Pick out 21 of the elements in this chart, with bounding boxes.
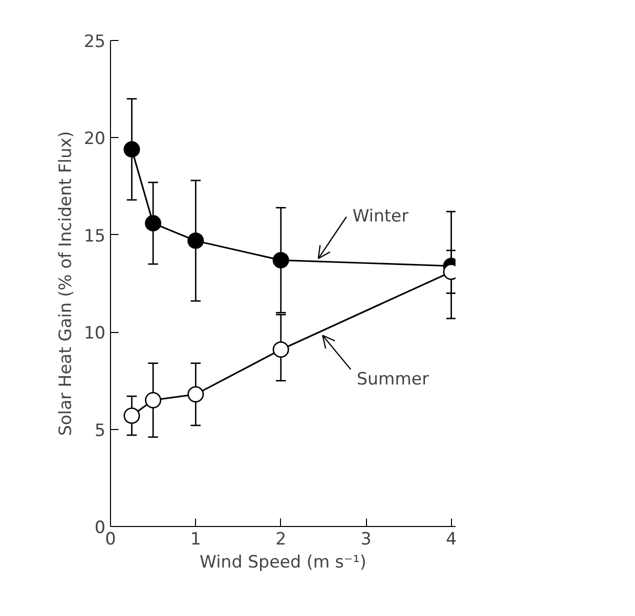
y-tick-label: 20	[84, 129, 106, 150]
y-tick-label: 5	[94, 420, 106, 441]
y-tick-label: 15	[84, 226, 106, 246]
point	[272, 341, 290, 358]
y-tick-label: 25	[84, 32, 106, 52]
text: Summer	[356, 369, 429, 390]
x-tick-label: 2	[275, 530, 286, 550]
point	[144, 215, 162, 232]
point	[272, 252, 290, 268]
point	[144, 392, 162, 408]
x-tick-label: 1	[190, 530, 202, 550]
y-axis-title: Solar Heat Gain (% of Incident Flux)	[56, 131, 76, 436]
y-tick-label: 10	[84, 324, 106, 344]
point	[124, 141, 140, 158]
text: Winter	[352, 206, 409, 227]
point	[187, 232, 204, 249]
point	[124, 408, 140, 424]
x-axis-title: Wind Speed (m s⁻¹)	[200, 552, 366, 572]
point	[187, 386, 204, 402]
x-tick-label: 3	[360, 530, 372, 550]
x-tick-label: 4	[446, 530, 457, 550]
